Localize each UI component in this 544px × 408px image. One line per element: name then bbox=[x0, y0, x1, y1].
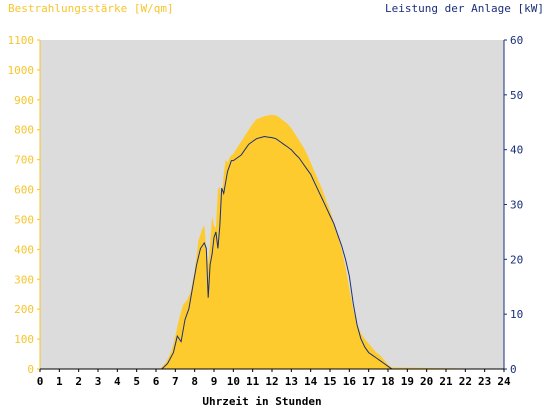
x-tick-label: 1 bbox=[56, 375, 63, 388]
x-tick-label: 24 bbox=[497, 375, 511, 388]
x-tick-label: 21 bbox=[439, 375, 453, 388]
power-series bbox=[40, 135, 504, 370]
x-tick-label: 13 bbox=[285, 375, 298, 388]
x-tick-label: 14 bbox=[304, 375, 318, 388]
x-tick-label: 9 bbox=[211, 375, 218, 388]
x-tick-label: 12 bbox=[265, 375, 278, 388]
right-tick-label: 40 bbox=[510, 144, 523, 157]
x-tick-label: 10 bbox=[227, 375, 240, 388]
left-tick-label: 0 bbox=[27, 363, 34, 376]
right-axis-title: Leistung der Anlage [kW] bbox=[385, 2, 544, 15]
left-axis-title: Bestrahlungsstärke [W/qm] bbox=[8, 2, 174, 15]
x-axis-ticks: 0 1 2 3 4 5 6 7 8 9 10 11 12 13 14 15 16 17 18 19 20 21 22 23 24 bbox=[37, 369, 511, 388]
x-tick-label: 4 bbox=[114, 375, 121, 388]
left-tick-label: 100 bbox=[14, 333, 34, 346]
right-tick-label: 60 bbox=[510, 34, 523, 47]
x-tick-label: 6 bbox=[153, 375, 160, 388]
left-tick-label: 1000 bbox=[8, 64, 35, 77]
right-tick-label: 50 bbox=[510, 89, 523, 102]
left-tick-label: 400 bbox=[14, 243, 34, 256]
right-tick-label: 30 bbox=[510, 199, 523, 212]
left-tick-label: 700 bbox=[14, 154, 34, 167]
x-tick-label: 2 bbox=[75, 375, 82, 388]
x-tick-label: 23 bbox=[478, 375, 491, 388]
left-tick-label: 300 bbox=[14, 273, 34, 286]
right-tick-label: 10 bbox=[510, 308, 523, 321]
x-tick-label: 8 bbox=[191, 375, 198, 388]
right-tick-label: 20 bbox=[510, 253, 523, 266]
x-tick-label: 18 bbox=[381, 375, 394, 388]
x-tick-label: 20 bbox=[420, 375, 433, 388]
x-axis-label: Uhrzeit in Stunden bbox=[202, 395, 321, 408]
right-tick-label: 0 bbox=[510, 363, 517, 376]
irradiance-series bbox=[40, 114, 504, 369]
left-tick-label: 1100 bbox=[8, 34, 35, 47]
x-tick-label: 22 bbox=[459, 375, 472, 388]
irradiance-area bbox=[40, 114, 504, 369]
power-line bbox=[40, 135, 504, 370]
x-tick-label: 15 bbox=[323, 375, 336, 388]
left-tick-label: 500 bbox=[14, 213, 34, 226]
left-tick-label: 800 bbox=[14, 124, 34, 137]
x-tick-label: 3 bbox=[95, 375, 102, 388]
x-tick-label: 17 bbox=[362, 375, 375, 388]
left-tick-label: 200 bbox=[14, 303, 34, 316]
left-tick-label: 600 bbox=[14, 184, 34, 197]
x-tick-label: 7 bbox=[172, 375, 179, 388]
x-tick-label: 11 bbox=[246, 375, 260, 388]
x-tick-label: 16 bbox=[343, 375, 357, 388]
x-tick-label: 5 bbox=[133, 375, 140, 388]
x-tick-label: 0 bbox=[37, 375, 44, 388]
left-axis-ticks: 0 100 200 300 400 500 600 700 800 900 1000 1100 bbox=[8, 34, 40, 376]
x-tick-label: 19 bbox=[401, 375, 414, 388]
left-tick-label: 900 bbox=[14, 94, 34, 107]
right-axis-ticks: 0 10 20 30 40 50 60 bbox=[504, 34, 523, 376]
